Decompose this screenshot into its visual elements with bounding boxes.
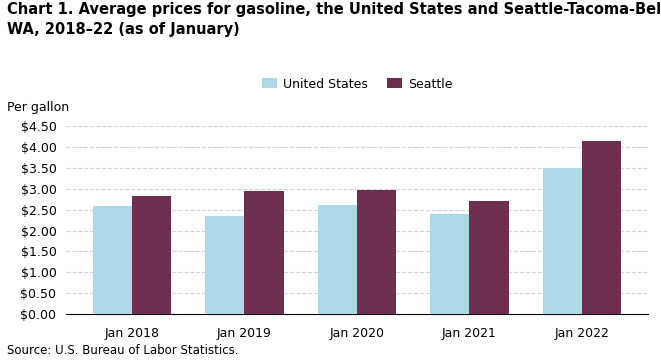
Bar <box>317 205 357 314</box>
Bar <box>93 206 132 314</box>
Bar <box>469 201 509 314</box>
Bar <box>205 216 245 314</box>
Text: Per gallon: Per gallon <box>7 101 69 114</box>
Text: WA, 2018–22 (as of January): WA, 2018–22 (as of January) <box>7 22 239 37</box>
Bar <box>543 168 582 314</box>
Bar <box>582 142 621 314</box>
Text: Source: U.S. Bureau of Labor Statistics.: Source: U.S. Bureau of Labor Statistics. <box>7 344 238 357</box>
Bar <box>245 191 284 314</box>
Bar <box>132 196 171 314</box>
Bar <box>357 190 397 314</box>
Text: Chart 1. Average prices for gasoline, the United States and Seattle-Tacoma-Belle: Chart 1. Average prices for gasoline, th… <box>7 2 661 17</box>
Legend: United States, Seattle: United States, Seattle <box>256 73 457 96</box>
Bar <box>430 214 469 314</box>
